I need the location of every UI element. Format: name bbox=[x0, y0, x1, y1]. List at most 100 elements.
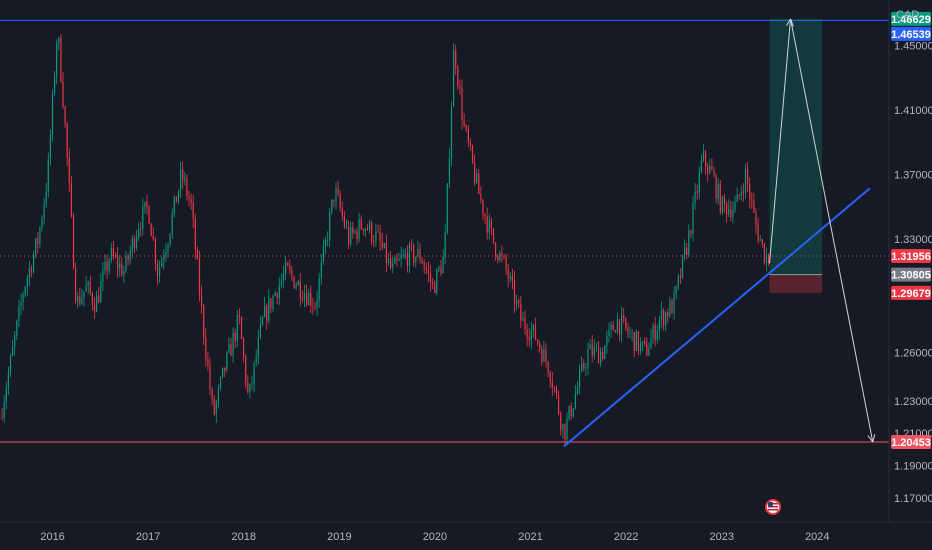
candle-body bbox=[516, 300, 518, 305]
candle-body bbox=[505, 257, 507, 270]
candle-body bbox=[138, 229, 140, 237]
candle-body bbox=[280, 280, 282, 285]
candle-body bbox=[406, 253, 408, 267]
candle-body bbox=[224, 367, 226, 371]
candle-body bbox=[572, 408, 574, 417]
candle-body bbox=[621, 315, 623, 335]
candle-body bbox=[43, 203, 45, 219]
candle-body bbox=[35, 238, 37, 255]
candle-body bbox=[196, 250, 198, 260]
drawings-layer[interactable] bbox=[0, 18, 889, 448]
x-tick-label: 2020 bbox=[423, 531, 447, 543]
y-tick-label: 1.26000 bbox=[894, 347, 932, 359]
candle-body bbox=[723, 196, 726, 204]
candle-body bbox=[629, 333, 631, 334]
projection-down-arrow[interactable] bbox=[790, 18, 874, 443]
candle-body bbox=[400, 256, 402, 260]
candle-body bbox=[707, 166, 709, 174]
projection-down-arrow-head bbox=[867, 435, 874, 443]
long-position-stop-zone[interactable] bbox=[769, 274, 823, 293]
candle-body bbox=[20, 302, 22, 307]
candle-body bbox=[62, 81, 64, 107]
candle-body bbox=[308, 292, 310, 305]
candle-body bbox=[1, 416, 3, 418]
x-tick-label: 2021 bbox=[518, 531, 542, 543]
candle-body bbox=[156, 264, 159, 276]
candle-body bbox=[70, 183, 72, 216]
candle-body bbox=[209, 365, 211, 390]
y-tick-label: 1.17000 bbox=[894, 493, 932, 505]
candle-body bbox=[736, 194, 738, 203]
candle-body bbox=[104, 261, 106, 271]
candle-body bbox=[610, 324, 612, 329]
event-marker[interactable] bbox=[765, 499, 781, 515]
candle-body bbox=[75, 268, 77, 302]
trendline[interactable] bbox=[563, 187, 871, 448]
plot-area[interactable] bbox=[1, 34, 770, 447]
candle-body bbox=[663, 310, 665, 326]
candle-body bbox=[547, 361, 549, 374]
candle-body bbox=[390, 258, 392, 268]
y-tick-label: 1.41000 bbox=[894, 105, 932, 117]
candle-body bbox=[377, 231, 379, 233]
candle-body bbox=[560, 413, 562, 430]
candle-body bbox=[26, 277, 28, 288]
candle-body bbox=[81, 297, 83, 305]
candle-body bbox=[270, 298, 272, 309]
candle-body bbox=[49, 134, 51, 159]
x-tick-label: 2018 bbox=[232, 531, 256, 543]
candle-body bbox=[558, 394, 560, 414]
candle-body bbox=[738, 194, 740, 196]
candle-body bbox=[581, 363, 583, 371]
candle-body bbox=[684, 247, 686, 255]
candle-body bbox=[261, 317, 264, 325]
candle-body bbox=[167, 244, 169, 252]
currency-label: CAD bbox=[896, 9, 919, 21]
candle-body bbox=[740, 192, 742, 196]
candle-body bbox=[28, 267, 30, 278]
candle-body bbox=[102, 270, 104, 282]
candle-body bbox=[658, 320, 660, 331]
x-tick-label: 2016 bbox=[40, 531, 64, 543]
price-tags: 1.46629 1.46539 1.31956 1.30805 1.29679 1.204… bbox=[891, 11, 931, 449]
candle-body bbox=[150, 223, 152, 237]
candle-body bbox=[415, 256, 417, 263]
candle-body bbox=[18, 306, 20, 321]
candle-body bbox=[16, 320, 18, 336]
candle-body bbox=[114, 256, 117, 258]
price-tag bbox=[891, 11, 931, 26]
candle-body bbox=[627, 327, 629, 334]
price-tag-label: 1.46629 bbox=[891, 14, 931, 26]
candle-body bbox=[486, 216, 488, 233]
candle-body bbox=[255, 357, 257, 363]
projection-up-arrow[interactable] bbox=[769, 18, 792, 264]
candle-body bbox=[203, 306, 205, 338]
candle-body bbox=[320, 261, 322, 278]
price-tag-label: 1.30805 bbox=[891, 270, 931, 282]
candle-body bbox=[249, 383, 251, 392]
projection-down-arrow-head bbox=[872, 434, 876, 443]
price-tag bbox=[891, 285, 931, 300]
candle-body bbox=[585, 366, 587, 369]
candle-body bbox=[404, 253, 406, 255]
candle-body bbox=[329, 212, 331, 240]
candle-body bbox=[89, 282, 91, 294]
candle-body bbox=[734, 202, 736, 210]
candle-body bbox=[12, 346, 14, 357]
candle-body bbox=[243, 339, 245, 357]
candle-body bbox=[490, 220, 492, 229]
candle-body bbox=[358, 219, 360, 239]
candle-body bbox=[726, 203, 728, 215]
candle-body bbox=[45, 191, 47, 204]
candle-body bbox=[251, 383, 253, 385]
candle-body bbox=[106, 261, 108, 271]
candle-body bbox=[564, 424, 566, 440]
price-tag-label: 1.20453 bbox=[891, 437, 931, 449]
time-axis[interactable]: 2016 2017 2018 2019 2020 2021 2022 2023 2024 bbox=[40, 531, 829, 543]
candle-body bbox=[749, 183, 751, 200]
candle-body bbox=[742, 192, 744, 194]
candle-body bbox=[396, 258, 398, 261]
candle-body bbox=[171, 213, 173, 234]
long-position-target-zone[interactable] bbox=[769, 18, 823, 275]
